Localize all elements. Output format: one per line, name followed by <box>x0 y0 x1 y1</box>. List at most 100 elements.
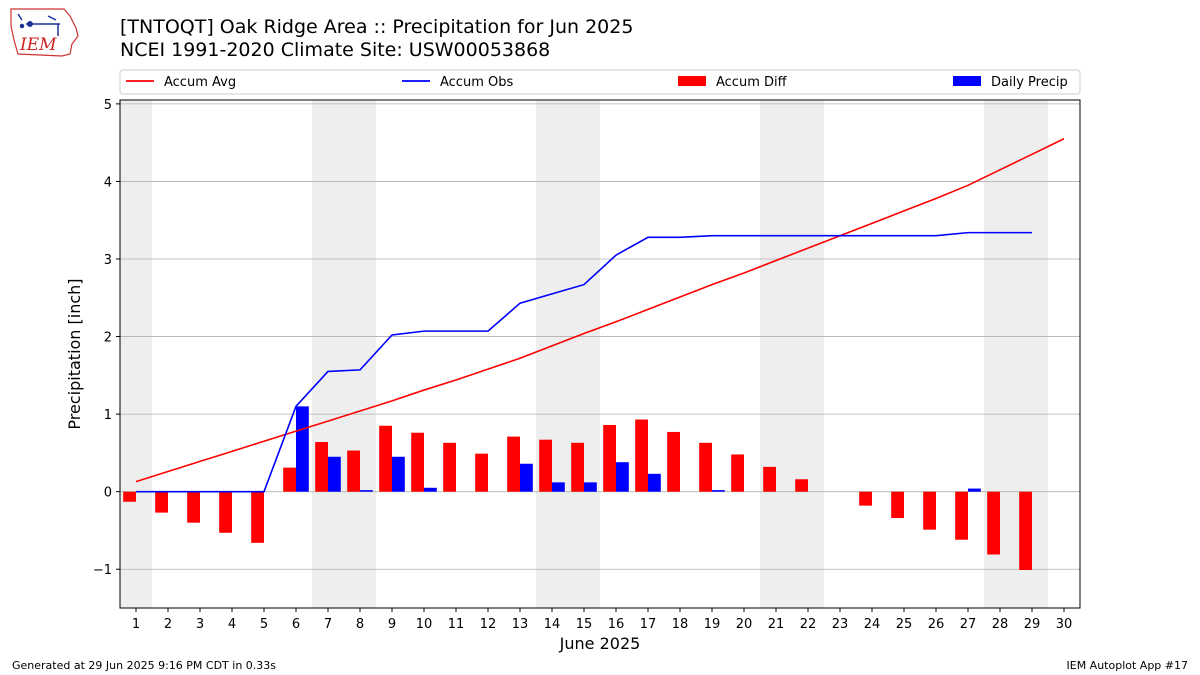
y-gridlines <box>120 103 1080 570</box>
legend-frame <box>119 69 1081 95</box>
weekend-band-22 <box>792 100 824 608</box>
y-tick-label-1: 1 <box>104 408 112 423</box>
weekend-shading <box>120 100 1048 608</box>
generated-timestamp: Generated at 29 Jun 2025 9:16 PM CDT in … <box>12 659 277 672</box>
x-tick-label-16: 16 <box>608 617 625 632</box>
daily-precip-bar-19 <box>712 490 725 492</box>
lines <box>135 138 1065 493</box>
plot-frame <box>119 99 1081 609</box>
x-tick-label-15: 15 <box>576 617 593 632</box>
chart-title: [TNTOQT] Oak Ridge Area :: Precipitation… <box>120 16 634 38</box>
accum-diff-bar-29 <box>1019 491 1032 570</box>
x-tick-label-2: 2 <box>164 617 172 632</box>
x-tick-label-27: 27 <box>960 617 977 632</box>
daily-precip-bar-27 <box>968 488 981 492</box>
chart-subtitle: NCEI 1991-2020 Climate Site: USW00053868 <box>120 39 551 61</box>
bars <box>123 406 1032 570</box>
x-tick-label-6: 6 <box>292 617 300 632</box>
accum-diff-bar-5 <box>251 491 264 543</box>
accum-diff-bar-15 <box>571 442 584 492</box>
x-tick-label-24: 24 <box>864 617 881 632</box>
accum-diff-bar-10 <box>411 432 424 492</box>
iowa-outline-icon <box>10 8 79 57</box>
accum-diff-bar-12 <box>475 453 488 492</box>
weekend-band-1 <box>120 100 152 608</box>
y-tick-label-0: 0 <box>104 486 112 501</box>
daily-precip-bar-6 <box>296 406 309 492</box>
daily-precip-bar-9 <box>392 456 405 492</box>
x-tick-label-25: 25 <box>896 617 913 632</box>
y-tick-label-4: 4 <box>104 175 112 190</box>
y-tick-label-2: 2 <box>104 331 112 346</box>
accum-diff-bar-2 <box>155 491 168 513</box>
accum-diff-bar-26 <box>923 491 936 530</box>
legend-label-accum-diff: Accum Diff <box>716 75 788 90</box>
accum-diff-bar-11 <box>443 442 456 492</box>
daily-precip-bar-16 <box>616 462 629 492</box>
logo-text: IEM <box>19 35 57 55</box>
weekend-band-7 <box>312 100 344 608</box>
daily-precip-bar-14 <box>552 482 565 492</box>
daily-precip-bar-15 <box>584 482 597 492</box>
legend: Accum Avg Accum Obs Accum Diff Daily Precip <box>119 69 1081 95</box>
accum-diff-bar-6 <box>283 467 296 492</box>
x-tick-label-5: 5 <box>260 617 268 632</box>
x-tick-label-8: 8 <box>356 617 364 632</box>
legend-swatch-daily-precip <box>953 76 981 86</box>
x-tick-label-1: 1 <box>132 617 140 632</box>
accum-diff-bar-7 <box>315 442 328 492</box>
accum-diff-bar-9 <box>379 425 392 492</box>
accum-obs-line <box>136 231 1032 493</box>
daily-precip-bar-10 <box>424 487 437 492</box>
x-tick-label-13: 13 <box>512 617 529 632</box>
accum-diff-bar-25 <box>891 491 904 519</box>
weekend-band-14 <box>536 100 568 608</box>
accum-diff-bar-4 <box>219 491 232 533</box>
weekend-band-8 <box>344 100 376 608</box>
x-tick-label-7: 7 <box>324 617 332 632</box>
y-axis-label: Precipitation [inch] <box>65 278 84 429</box>
accum-diff-bar-8 <box>347 450 360 492</box>
x-tick-label-30: 30 <box>1056 617 1073 632</box>
legend-label-accum-obs: Accum Obs <box>440 75 513 90</box>
y-tick-label--1: −1 <box>93 563 112 578</box>
accum-diff-bar-14 <box>539 439 552 492</box>
accum-diff-bar-24 <box>859 491 872 506</box>
x-tick-label-22: 22 <box>800 617 817 632</box>
accum-diff-bar-22 <box>795 479 808 492</box>
legend-swatch-accum-diff <box>678 76 706 86</box>
x-tick-label-14: 14 <box>544 617 561 632</box>
daily-precip-bar-13 <box>520 463 533 492</box>
x-tick-label-26: 26 <box>928 617 945 632</box>
legend-label-accum-avg: Accum Avg <box>164 75 236 90</box>
x-tick-label-21: 21 <box>768 617 785 632</box>
accum-diff-bar-27 <box>955 491 968 540</box>
x-tick-label-11: 11 <box>448 617 465 632</box>
y-tick-label-5: 5 <box>104 98 112 113</box>
accum-diff-bar-1 <box>123 491 136 502</box>
x-tick-label-23: 23 <box>832 617 849 632</box>
x-tick-label-12: 12 <box>480 617 497 632</box>
x-tick-label-10: 10 <box>416 617 433 632</box>
app-credit: IEM Autoplot App #17 <box>1066 659 1189 672</box>
weekend-band-21 <box>760 100 792 608</box>
x-tick-label-9: 9 <box>388 617 396 632</box>
x-tick-label-29: 29 <box>1024 617 1041 632</box>
x-tick-label-19: 19 <box>704 617 721 632</box>
accum-diff-bar-21 <box>763 466 776 492</box>
accum-diff-bar-18 <box>667 431 680 492</box>
x-tick-label-20: 20 <box>736 617 753 632</box>
daily-precip-bar-7 <box>328 456 341 492</box>
accum-diff-bar-20 <box>731 454 744 492</box>
daily-precip-bar-17 <box>648 473 661 492</box>
accum-diff-bar-28 <box>987 491 1000 555</box>
weather-instruments-icon <box>17 13 60 36</box>
x-tick-label-3: 3 <box>196 617 204 632</box>
x-tick-label-28: 28 <box>992 617 1009 632</box>
accum-diff-bar-19 <box>699 442 712 492</box>
y-tick-label-3: 3 <box>104 253 112 268</box>
x-tick-label-18: 18 <box>672 617 689 632</box>
weekend-band-15 <box>568 100 600 608</box>
x-tick-label-4: 4 <box>228 617 236 632</box>
